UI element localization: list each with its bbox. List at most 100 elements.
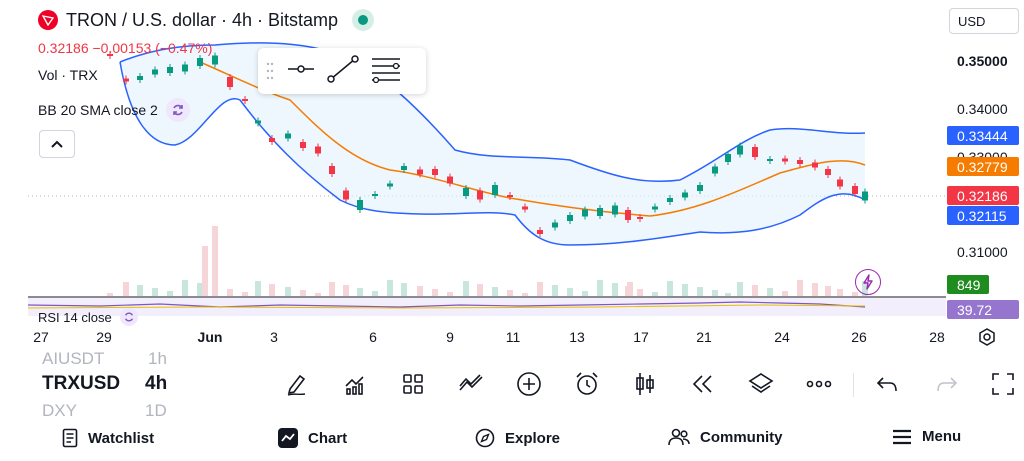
- candle-body: [242, 99, 248, 101]
- volume-bar: [242, 292, 248, 296]
- volume-bar: [123, 282, 129, 296]
- time-axis-label: Jun: [197, 329, 223, 345]
- volume-bar: [357, 288, 363, 296]
- volume-bar: [182, 280, 188, 296]
- volume-bar: [737, 282, 743, 296]
- more-icon[interactable]: [802, 367, 836, 401]
- candle-body: [752, 147, 758, 157]
- volume-bar: [152, 288, 158, 296]
- current-interval[interactable]: 4h: [145, 373, 168, 394]
- current-symbol[interactable]: TRXUSD: [42, 373, 121, 394]
- collapse-legend-button[interactable]: [39, 130, 75, 158]
- rsi-cycle-icon: [119, 308, 138, 326]
- nav-explore[interactable]: Explore: [475, 428, 560, 448]
- volume-bar: [712, 290, 718, 296]
- previous-interval[interactable]: 1h: [148, 349, 167, 368]
- volume-series: [107, 226, 868, 296]
- volume-bar: [329, 282, 335, 296]
- candle-body: [152, 69, 158, 75]
- bb-band-fill: [120, 42, 865, 245]
- time-axis-label: 17: [633, 329, 649, 345]
- volume-value-tag: 849: [947, 275, 989, 294]
- time-axis-label: 6: [369, 329, 377, 345]
- candle-body: [637, 217, 643, 219]
- legend-title[interactable]: TRON / U.S. dollar · 4h · Bitstamp: [38, 9, 375, 31]
- volume-bar: [812, 283, 818, 296]
- chart-icon: [278, 428, 298, 448]
- candle-body: [552, 222, 558, 228]
- volume-bar: [417, 286, 423, 296]
- drag-handle-icon[interactable]: [266, 62, 276, 80]
- bottom-navigation: [0, 418, 1024, 461]
- volume-bar: [752, 285, 758, 296]
- volume-bar: [582, 291, 588, 296]
- volume-bar: [637, 289, 643, 296]
- next-interval[interactable]: 1D: [145, 401, 167, 420]
- rsi-line: [27, 301, 866, 308]
- legend-rsi[interactable]: RSI 14 close: [38, 308, 138, 326]
- candle-body: [737, 145, 743, 155]
- legend-volume[interactable]: Vol · TRX: [38, 67, 98, 83]
- layouts-icon[interactable]: [396, 367, 430, 401]
- candle-body: [401, 166, 407, 170]
- volume-bar: [167, 291, 173, 296]
- candles-icon[interactable]: [628, 367, 662, 401]
- candle-body: [107, 54, 113, 56]
- volume-bar: [552, 285, 558, 296]
- volume-bar: [507, 290, 513, 296]
- market-status-icon[interactable]: [352, 9, 375, 31]
- time-axis-label: 13: [569, 329, 585, 345]
- nav-community[interactable]: Community: [668, 428, 783, 446]
- rsi-label: RSI 14 close: [38, 309, 112, 325]
- compare-icon[interactable]: [454, 367, 488, 401]
- fullscreen-icon[interactable]: [986, 367, 1020, 401]
- volume-bar: [767, 288, 773, 296]
- lightning-icon[interactable]: [855, 269, 881, 295]
- candle-body: [137, 76, 143, 80]
- hamburger-icon: [893, 429, 911, 444]
- candle-body: [387, 183, 393, 187]
- time-axis-label: 3: [270, 329, 278, 345]
- axis-settings-icon[interactable]: [977, 327, 997, 352]
- nav-watchlist[interactable]: Watchlist: [62, 428, 154, 448]
- add-icon[interactable]: [512, 367, 546, 401]
- compass-icon: [475, 428, 495, 448]
- trend-line-icon[interactable]: [326, 54, 360, 89]
- volume-bar: [212, 226, 218, 296]
- legend-price-change: 0.32186 −0.00153 (−0.47%): [38, 40, 213, 56]
- candle-body: [343, 190, 349, 200]
- candle-body: [582, 209, 588, 217]
- candle-body: [300, 142, 306, 148]
- nav-chart[interactable]: Chart: [278, 428, 347, 448]
- rsi-value-tag: 39.72: [947, 300, 1019, 319]
- undo-icon[interactable]: [870, 367, 904, 401]
- next-symbol[interactable]: DXY: [42, 401, 77, 420]
- time-axis-label: 29: [96, 329, 112, 345]
- bb-upper-price-tag: 0.33444: [947, 126, 1019, 145]
- volume-bar: [697, 287, 703, 296]
- candle-body: [652, 206, 658, 210]
- time-axis-label: 11: [505, 329, 521, 345]
- candle-body: [522, 206, 528, 210]
- candle-body: [712, 166, 718, 174]
- volume-bar: [372, 291, 378, 296]
- currency-select[interactable]: USD: [949, 8, 1019, 34]
- candle-body: [372, 194, 378, 196]
- redo-icon[interactable]: [930, 367, 964, 401]
- pencil-icon[interactable]: [280, 367, 314, 401]
- layers-icon[interactable]: [744, 367, 778, 401]
- candle-body: [197, 58, 203, 66]
- horizontal-ray-icon[interactable]: [286, 59, 316, 84]
- volume-bar: [597, 280, 603, 296]
- candle-body: [432, 169, 438, 175]
- legend-bollinger[interactable]: BB 20 SMA close 2: [38, 98, 190, 122]
- previous-symbol[interactable]: AIUSDT: [42, 349, 105, 368]
- indicators-icon[interactable]: [338, 367, 372, 401]
- candle-body: [477, 190, 483, 200]
- volume-bar: [447, 292, 453, 296]
- alert-clock-icon[interactable]: [570, 367, 604, 401]
- bb-lower-line: [119, 61, 866, 246]
- fib-retracement-icon[interactable]: [370, 55, 402, 88]
- replay-icon[interactable]: [686, 367, 720, 401]
- nav-menu[interactable]: Menu: [892, 428, 961, 445]
